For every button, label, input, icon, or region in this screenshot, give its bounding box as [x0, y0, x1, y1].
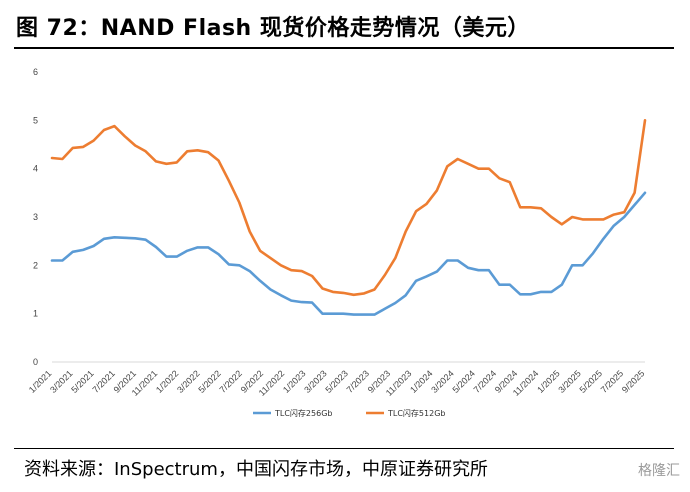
y-tick-label: 4 — [33, 164, 38, 174]
legend-label: TLC闪存512Gb — [387, 408, 445, 418]
x-tick-label: 3/2021 — [48, 368, 75, 395]
x-tick-label: 7/2025 — [599, 368, 626, 395]
series-line-tlc512 — [50, 119, 647, 297]
x-tick-label: 5/2023 — [323, 368, 350, 395]
y-tick-label: 2 — [33, 260, 38, 270]
source-note: 资料来源：InSpectrum，中国闪存市场，中原证券研究所 — [24, 459, 488, 480]
x-tick-label: 7/2021 — [90, 368, 117, 395]
chart-series — [50, 119, 647, 316]
legend-label: TLC闪存256Gb — [274, 408, 332, 418]
x-tick-label: 7/2022 — [217, 368, 244, 395]
series-line-tlc256 — [50, 191, 647, 316]
x-tick-label: 1/2023 — [281, 368, 308, 395]
x-tick-label: 1/2022 — [154, 368, 181, 395]
y-tick-label: 6 — [33, 67, 38, 77]
x-tick-label: 7/2024 — [472, 368, 499, 395]
x-tick-label: 1/2021 — [27, 368, 54, 395]
chart-axes: 01234561/20213/20215/20217/20219/202111/… — [27, 67, 647, 398]
x-tick-label: 5/2022 — [196, 368, 223, 395]
chart-legend: TLC闪存256Gb TLC闪存512Gb — [253, 408, 445, 418]
x-tick-label: 1/2025 — [535, 368, 562, 395]
x-tick-label: 5/2021 — [69, 368, 96, 395]
figure-title: 图 72：NAND Flash 现货价格走势情况（美元） — [16, 16, 530, 41]
x-tick-label: 3/2022 — [175, 368, 202, 395]
y-tick-label: 5 — [33, 115, 38, 125]
y-tick-label: 3 — [33, 212, 38, 222]
x-tick-label: 9/2025 — [620, 368, 647, 395]
y-tick-label: 1 — [33, 309, 38, 319]
x-tick-label: 3/2025 — [556, 368, 583, 395]
title-divider — [14, 47, 674, 49]
x-tick-label: 3/2023 — [302, 368, 329, 395]
x-tick-label: 5/2024 — [450, 368, 477, 395]
y-tick-label: 0 — [33, 357, 38, 367]
x-tick-label: 5/2025 — [578, 368, 605, 395]
source-divider — [14, 448, 674, 449]
line-chart: 01234561/20213/20215/20217/20219/202111/… — [27, 67, 647, 418]
watermark-logo: 格隆汇 — [638, 463, 680, 479]
x-tick-label: 1/2024 — [408, 368, 435, 395]
x-tick-label: 3/2024 — [429, 368, 456, 395]
x-tick-label: 7/2023 — [345, 368, 372, 395]
